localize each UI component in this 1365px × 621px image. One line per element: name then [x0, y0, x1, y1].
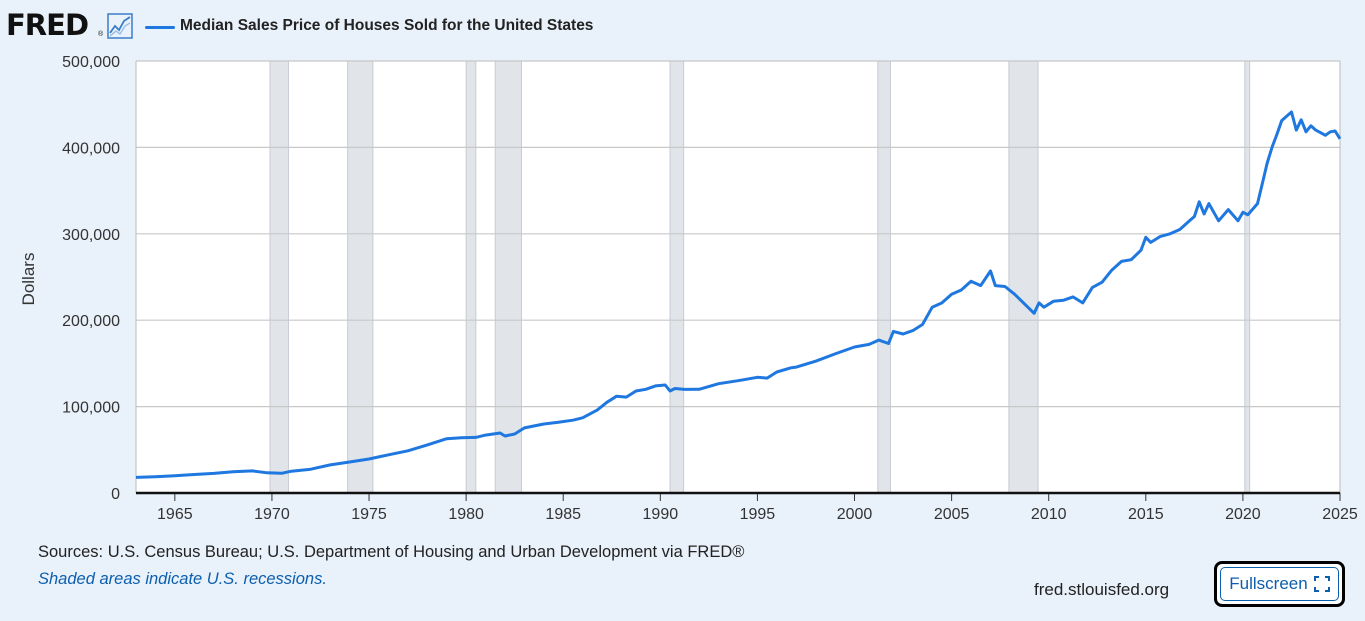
chart-area: 0 100,000 200,000 300,000 400,000 500,000 1965…	[19, 54, 1358, 523]
line-chart-icon	[107, 13, 133, 39]
recession-band	[877, 60, 891, 494]
x-tick-label: 1975	[351, 506, 387, 523]
recession-band	[347, 60, 374, 494]
recession-band	[1244, 60, 1251, 494]
series-title: Median Sales Price of Houses Sold for th…	[180, 17, 594, 34]
x-tick-label: 1990	[643, 506, 679, 523]
fullscreen-focus-ring	[1220, 567, 1339, 601]
plot-background	[136, 61, 1340, 493]
recession-band	[1008, 60, 1039, 494]
x-tick-label: 1980	[448, 506, 484, 523]
fullscreen-button[interactable]: Fullscreen	[1214, 561, 1345, 607]
y-tick-label: 500,000	[62, 54, 120, 71]
x-tick-label: 1995	[740, 506, 776, 523]
x-tick-label: 2025	[1322, 506, 1358, 523]
x-tick-label: 1965	[157, 506, 193, 523]
site-url[interactable]: fred.stlouisfed.org	[1034, 580, 1170, 599]
registered-mark: ®	[98, 31, 104, 38]
x-tick-label: 2020	[1225, 506, 1261, 523]
series-line[interactable]	[135, 110, 1342, 479]
x-tick-label: 2000	[837, 506, 873, 523]
legend-series-swatch	[145, 26, 175, 29]
x-tick-label: 1970	[254, 506, 290, 523]
expand-icon	[1313, 576, 1330, 592]
x-tick-label: 2010	[1031, 506, 1067, 523]
y-tick-label: 200,000	[62, 313, 120, 330]
y-tick-label: 100,000	[62, 400, 120, 417]
recession-band	[669, 60, 685, 494]
y-tick-label: 400,000	[62, 140, 120, 157]
x-tick-label: 2005	[934, 506, 970, 523]
x-tick-label: 2015	[1128, 506, 1164, 523]
recession-note: Shaded areas indicate U.S. recessions.	[38, 570, 327, 588]
fred-logo[interactable]: FRED	[6, 8, 89, 42]
recession-band	[465, 60, 477, 494]
y-tick-label: 0	[111, 486, 120, 503]
y-axis-title: Dollars	[19, 253, 38, 306]
y-tick-label: 300,000	[62, 227, 120, 244]
sources-note: Sources: U.S. Census Bureau; U.S. Depart…	[38, 543, 745, 561]
recession-band	[494, 60, 522, 494]
fullscreen-label: Fullscreen	[1229, 574, 1308, 593]
recession-band	[269, 60, 289, 494]
x-tick-label: 1985	[545, 506, 581, 523]
